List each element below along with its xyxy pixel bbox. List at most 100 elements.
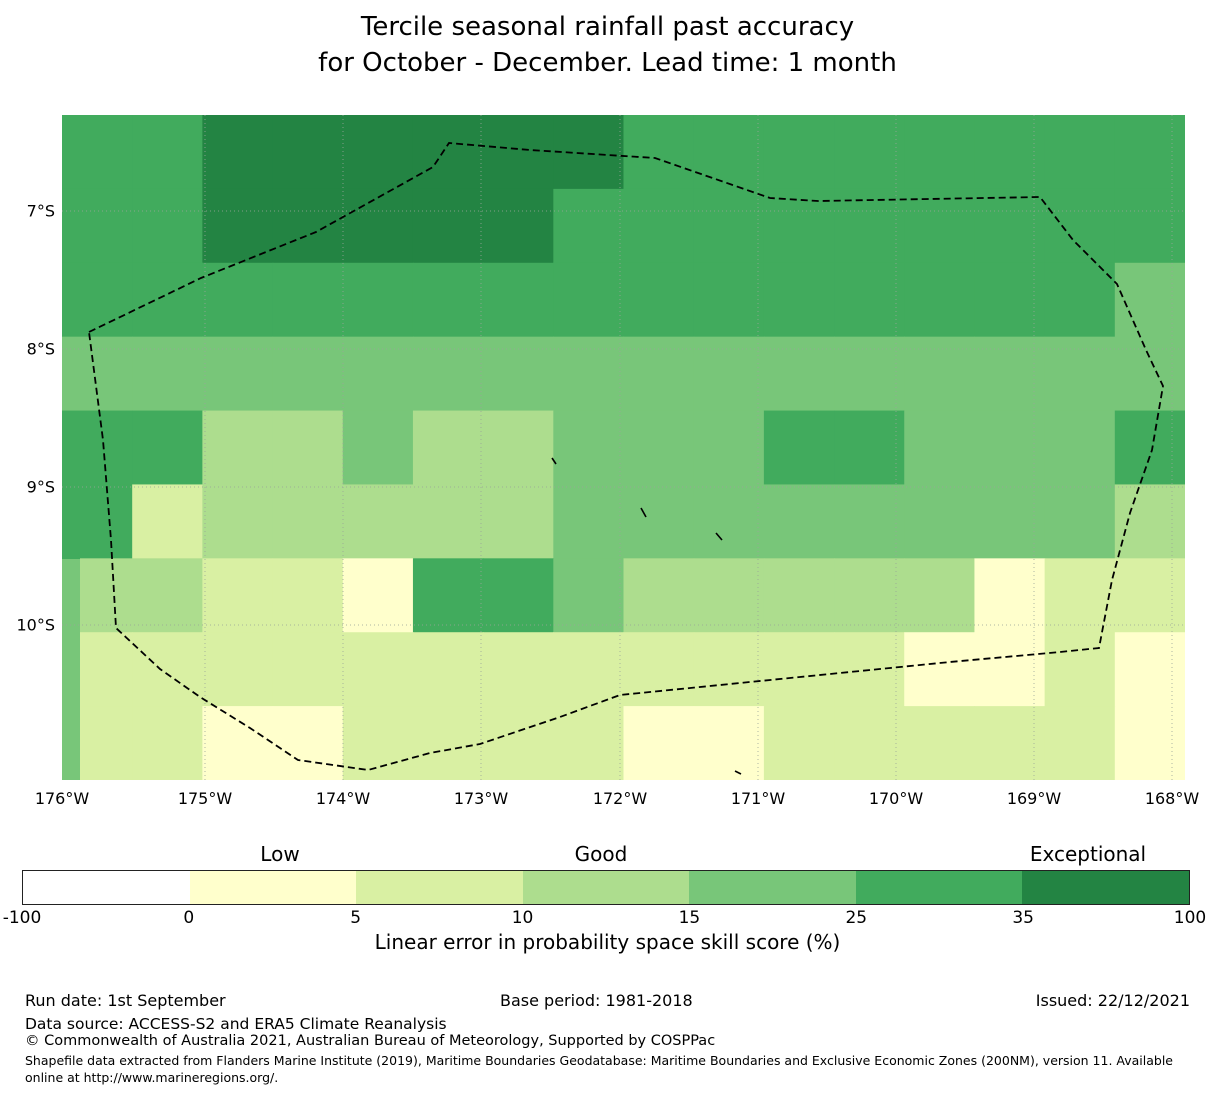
heatmap-cell: [834, 558, 905, 633]
map-plot: [62, 115, 1186, 781]
heatmap-cell: [62, 485, 80, 559]
lat-tick-label: 8°S: [26, 339, 55, 359]
heatmap-cell: [272, 410, 344, 486]
heatmap-cell: [483, 188, 554, 264]
heatmap-cell: [202, 115, 274, 190]
heatmap-cell: [342, 484, 414, 559]
heatmap-cell: [763, 632, 835, 707]
heatmap-cell: [553, 115, 625, 190]
heatmap-cell: [623, 484, 695, 559]
heatmap-cell: [763, 706, 835, 781]
heatmap-cell: [1114, 484, 1186, 559]
heatmap-cell: [763, 558, 835, 633]
heatmap-cell: [623, 262, 695, 338]
heatmap-cell: [763, 115, 835, 190]
heatmap-cell: [623, 632, 695, 707]
footer-run-date: Run date: 1st September: [25, 991, 226, 1010]
heatmap-cell: [974, 410, 1046, 486]
heatmap-cell: [412, 410, 484, 486]
heatmap-cell: [974, 706, 1046, 781]
heatmap-cell: [483, 262, 554, 338]
colorbar-segment: [356, 871, 523, 904]
heatmap-cell: [974, 188, 1046, 264]
heatmap-canvas: [62, 115, 1186, 781]
heatmap-cell: [483, 336, 554, 412]
heatmap-cell: [693, 188, 765, 264]
colorbar-tick-label: 100: [1173, 908, 1207, 928]
heatmap-cell: [693, 262, 765, 338]
heatmap-cell: [553, 188, 625, 264]
heatmap-cell: [483, 632, 554, 707]
heatmap-cell: [272, 262, 344, 338]
heatmap-cell: [202, 706, 274, 781]
heatmap-cell: [693, 410, 765, 486]
heatmap-cell: [1044, 410, 1116, 486]
heatmap-cell: [834, 336, 905, 412]
colorbar-region-label: Low: [260, 842, 300, 866]
heatmap-cell: [974, 262, 1046, 338]
heatmap-cell: [1044, 706, 1116, 781]
heatmap-cell: [1114, 632, 1186, 707]
colorbar-tick-label: 5: [350, 908, 362, 928]
colorbar-segment: [855, 871, 1023, 904]
heatmap-cell: [1114, 188, 1186, 264]
heatmap-cell: [904, 706, 976, 781]
lon-tick-label: 168°W: [1144, 789, 1200, 808]
heatmap-cell: [412, 632, 484, 707]
lon-tick-label: 173°W: [453, 789, 509, 808]
heatmap-cell: [272, 115, 344, 190]
chart-title-line2: for October - December. Lead time: 1 mon…: [318, 48, 897, 78]
colorbar-tick-label: 10: [511, 908, 534, 928]
lat-tick-label: 10°S: [16, 615, 55, 635]
heatmap-cell: [342, 706, 414, 781]
heatmap-cell: [412, 262, 484, 338]
heatmap-cell: [904, 115, 976, 190]
colorbar-region-label: Exceptional: [1029, 842, 1147, 866]
heatmap-cell: [483, 706, 554, 781]
heatmap-cell: [132, 706, 203, 781]
heatmap-cell: [904, 484, 976, 559]
heatmap-cell: [202, 632, 274, 707]
lon-tick-label: 169°W: [1006, 789, 1062, 808]
heatmap-cell: [272, 558, 344, 633]
heatmap-cell: [553, 262, 625, 338]
lon-tick-label: 171°W: [730, 789, 786, 808]
island-outline: [640, 507, 647, 518]
heatmap-cell: [763, 484, 835, 559]
heatmap-cell: [904, 632, 976, 707]
heatmap-cell: [342, 262, 414, 338]
footer-base-period: Base period: 1981-2018: [500, 991, 693, 1010]
heatmap-cell: [483, 410, 554, 486]
heatmap-cell: [834, 410, 905, 486]
heatmap-cell: [342, 115, 414, 190]
colorbar-segment: [522, 871, 690, 904]
heatmap-cell: [132, 484, 203, 559]
heatmap-cell: [202, 336, 274, 412]
lat-tick-label: 7°S: [26, 201, 55, 221]
heatmap-cell: [62, 115, 133, 190]
lon-tick-label: 175°W: [177, 789, 233, 808]
heatmap-cell: [342, 336, 414, 412]
heatmap-cell: [623, 115, 695, 190]
heatmap-cell: [693, 558, 765, 633]
heatmap-cell: [693, 706, 765, 781]
heatmap-cell: [693, 336, 765, 412]
heatmap-cell: [132, 336, 203, 412]
lon-tick-label: 172°W: [592, 789, 648, 808]
heatmap-cell: [1114, 336, 1186, 412]
heatmap-cell: [974, 336, 1046, 412]
heatmap-cell: [132, 262, 203, 338]
heatmap-cell: [412, 484, 484, 559]
heatmap-cell: [272, 632, 344, 707]
heatmap-cell: [1114, 115, 1186, 190]
lon-tick-label: 170°W: [868, 789, 924, 808]
heatmap-cell: [834, 262, 905, 338]
heatmap-cell: [342, 632, 414, 707]
heatmap-cell: [974, 115, 1046, 190]
heatmap-cell: [62, 559, 80, 780]
heatmap-cell: [412, 336, 484, 412]
heatmap-cell: [202, 484, 274, 559]
heatmap-cell: [763, 336, 835, 412]
heatmap-cell: [412, 558, 484, 633]
heatmap-cell: [553, 706, 625, 781]
